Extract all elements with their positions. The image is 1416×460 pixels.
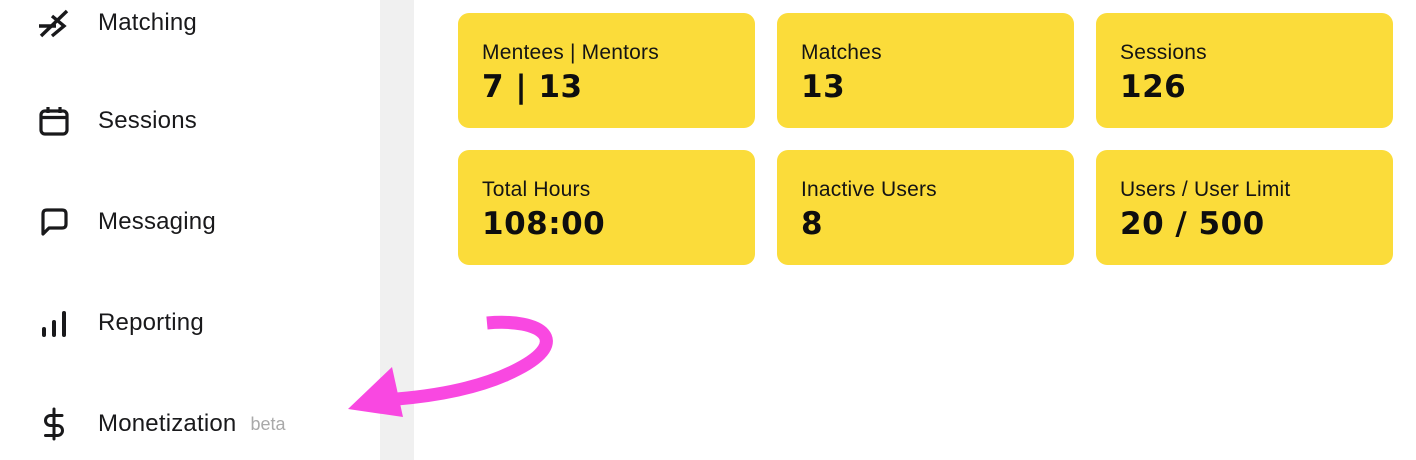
sidebar: Matching Sessions Messaging <box>0 0 380 460</box>
stat-value: 108:00 <box>482 206 606 243</box>
stat-label: Inactive Users <box>801 178 937 201</box>
sidebar-item-label: Matching <box>98 9 197 36</box>
messaging-icon <box>36 204 72 240</box>
stat-label: Mentees | Mentors <box>482 41 659 64</box>
sidebar-item-messaging[interactable]: Messaging <box>0 199 380 245</box>
stat-value: 20 / 500 <box>1120 206 1265 243</box>
stat-card-mentees-mentors: Mentees | Mentors 7 | 13 <box>458 13 755 128</box>
sidebar-item-sessions[interactable]: Sessions <box>0 98 380 144</box>
beta-badge: beta <box>250 413 286 434</box>
stat-label: Total Hours <box>482 178 591 201</box>
stat-value: 126 <box>1120 69 1187 106</box>
stat-label: Sessions <box>1120 41 1207 64</box>
stat-card-user-limit: Users / User Limit 20 / 500 <box>1096 150 1393 265</box>
dollar-icon <box>36 406 72 442</box>
scrollbar-track[interactable] <box>380 0 414 460</box>
stat-value: 7 | 13 <box>482 69 583 106</box>
sidebar-item-matching[interactable]: Matching <box>0 0 380 46</box>
stat-value: 13 <box>801 69 846 106</box>
stat-label: Users / User Limit <box>1120 178 1291 201</box>
reporting-icon <box>36 305 72 341</box>
stat-card-matches: Matches 13 <box>777 13 1074 128</box>
stat-value: 8 <box>801 206 824 243</box>
stat-card-sessions: Sessions 126 <box>1096 13 1393 128</box>
sidebar-item-monetization[interactable]: Monetization beta <box>0 401 380 447</box>
sidebar-item-label: Reporting <box>98 309 204 336</box>
sessions-icon <box>36 103 72 139</box>
sidebar-item-label: Messaging <box>98 208 216 235</box>
sidebar-item-label: Sessions <box>98 107 197 134</box>
sidebar-item-label: Monetization <box>98 410 237 437</box>
matching-icon <box>36 5 72 41</box>
stat-card-inactive-users: Inactive Users 8 <box>777 150 1074 265</box>
stat-label: Matches <box>801 41 882 64</box>
stat-card-total-hours: Total Hours 108:00 <box>458 150 755 265</box>
sidebar-item-reporting[interactable]: Reporting <box>0 300 380 346</box>
